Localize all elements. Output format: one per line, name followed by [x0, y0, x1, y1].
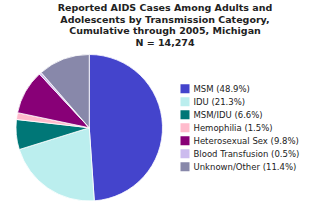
- legend-label: Blood Transfusion (0.5%): [194, 149, 300, 159]
- legend-label: MSM/IDU (6.6%): [194, 110, 263, 120]
- pie: [16, 55, 162, 201]
- legend-label: Unknown/Other (11.4%): [194, 162, 297, 172]
- pie-slice: [41, 55, 89, 128]
- legend: MSM (48.9%) IDU (21.3%) MSM/IDU (6.6%) Hemo…: [181, 84, 300, 172]
- legend-label: IDU (21.3%): [194, 97, 246, 107]
- legend-swatch: [181, 97, 190, 106]
- title-line: Cumulative through 2005, Michigan: [69, 25, 261, 36]
- legend-swatch: [181, 110, 190, 119]
- title: Reported AIDS Cases Among Adults andAdol…: [58, 2, 273, 48]
- title-line: N = 14,274: [135, 37, 195, 48]
- legend-label: MSM (48.9%): [194, 84, 250, 94]
- legend-label: Hemophilia (1.5%): [194, 123, 273, 133]
- title-line: Reported AIDS Cases Among Adults and: [58, 2, 273, 13]
- legend-swatch: [181, 123, 190, 132]
- title-line: Adolescents by Transmission Category,: [60, 14, 269, 25]
- legend-swatch: [181, 136, 190, 145]
- legend-swatch: [181, 162, 190, 171]
- legend-swatch: [181, 84, 190, 93]
- chart: Reported AIDS Cases Among Adults andAdol…: [0, 0, 330, 204]
- pie-slice: [89, 55, 162, 201]
- legend-label: Heterosexual Sex (9.8%): [194, 136, 299, 146]
- legend-swatch: [181, 149, 190, 158]
